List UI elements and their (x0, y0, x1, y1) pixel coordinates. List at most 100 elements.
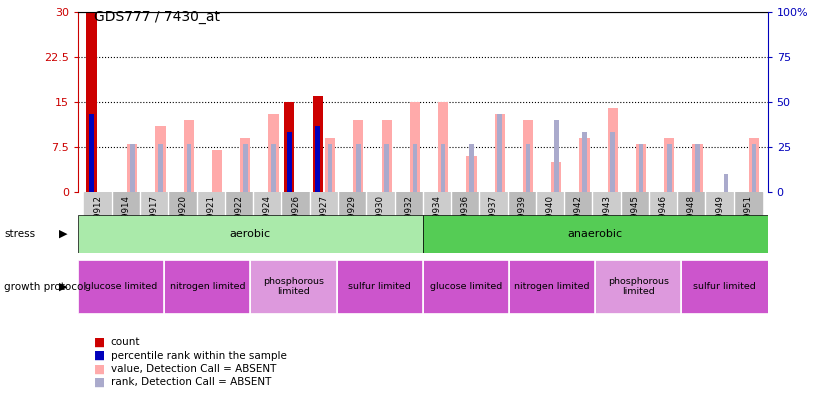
Bar (366, 192, 395, 251)
Bar (328, 144, 333, 192)
Bar (337, 260, 423, 313)
Text: GSM29945: GSM29945 (631, 195, 640, 242)
Text: GDS777 / 7430_at: GDS777 / 7430_at (94, 10, 220, 24)
Bar (423, 215, 768, 253)
Bar (469, 144, 474, 192)
Bar (353, 120, 364, 192)
Bar (695, 144, 699, 192)
Bar (310, 192, 338, 251)
Text: ▶: ▶ (59, 229, 67, 239)
Bar (621, 192, 649, 251)
Bar (243, 144, 248, 192)
Text: GSM29940: GSM29940 (545, 195, 554, 242)
Bar (313, 96, 323, 192)
Text: sulfur limited: sulfur limited (693, 282, 756, 291)
Text: ■: ■ (94, 349, 106, 362)
Bar (466, 156, 476, 192)
Text: GSM29921: GSM29921 (206, 195, 215, 242)
Bar (89, 114, 94, 192)
Bar (595, 260, 681, 313)
Bar (268, 114, 278, 192)
Text: anaerobic: anaerobic (567, 229, 623, 239)
Text: ▶: ▶ (59, 281, 67, 292)
Bar (140, 192, 168, 251)
Bar (168, 192, 197, 251)
Bar (410, 102, 420, 192)
Bar (184, 120, 194, 192)
Text: stress: stress (4, 229, 35, 239)
Bar (212, 150, 222, 192)
Bar (395, 192, 423, 251)
Bar (636, 144, 646, 192)
Bar (580, 139, 589, 192)
Bar (564, 192, 593, 251)
Bar (253, 192, 282, 251)
Text: GSM29946: GSM29946 (658, 195, 667, 242)
Bar (664, 139, 674, 192)
Bar (155, 126, 166, 192)
Bar (241, 139, 250, 192)
Bar (86, 12, 97, 192)
Text: ■: ■ (94, 336, 106, 349)
Bar (271, 144, 276, 192)
Text: sulfur limited: sulfur limited (348, 282, 411, 291)
Bar (582, 132, 587, 192)
Bar (536, 192, 564, 251)
Bar (551, 162, 562, 192)
Text: GSM29930: GSM29930 (376, 195, 385, 242)
Text: GSM29917: GSM29917 (149, 195, 158, 242)
Bar (554, 120, 558, 192)
Text: percentile rank within the sample: percentile rank within the sample (111, 351, 287, 360)
Text: GSM29922: GSM29922 (235, 195, 244, 242)
Bar (158, 144, 163, 192)
Text: growth protocol: growth protocol (4, 281, 86, 292)
Text: GSM29937: GSM29937 (489, 195, 498, 242)
Bar (382, 120, 392, 192)
Text: phosphorous
limited: phosphorous limited (263, 277, 324, 296)
Bar (84, 192, 112, 251)
Bar (127, 144, 137, 192)
Bar (78, 215, 423, 253)
Bar (523, 120, 533, 192)
Text: aerobic: aerobic (230, 229, 271, 239)
Text: GSM29948: GSM29948 (687, 195, 696, 242)
Text: GSM29949: GSM29949 (715, 195, 724, 242)
Bar (130, 144, 135, 192)
Bar (438, 102, 448, 192)
Bar (413, 144, 417, 192)
Text: count: count (111, 337, 140, 347)
Text: nitrogen limited: nitrogen limited (515, 282, 589, 291)
Bar (723, 175, 728, 192)
Text: GSM29936: GSM29936 (461, 195, 470, 242)
Bar (705, 192, 734, 251)
Text: GSM29927: GSM29927 (319, 195, 328, 242)
Bar (250, 260, 337, 313)
Bar (325, 139, 335, 192)
Bar (479, 192, 507, 251)
Text: glucose limited: glucose limited (429, 282, 502, 291)
Bar (441, 144, 446, 192)
Bar (681, 260, 768, 313)
Text: GSM29939: GSM29939 (517, 195, 526, 242)
Bar (186, 144, 191, 192)
Text: GSM29934: GSM29934 (433, 195, 442, 242)
Bar (356, 144, 360, 192)
Bar (611, 132, 615, 192)
Text: GSM29912: GSM29912 (94, 195, 103, 242)
Bar (525, 144, 530, 192)
Text: ■: ■ (94, 376, 106, 389)
Text: GSM29929: GSM29929 (347, 195, 356, 242)
Bar (451, 192, 479, 251)
Bar (384, 144, 389, 192)
Text: GSM29942: GSM29942 (574, 195, 583, 242)
Text: value, Detection Call = ABSENT: value, Detection Call = ABSENT (111, 364, 276, 374)
Bar (78, 260, 164, 313)
Bar (282, 192, 310, 251)
Bar (749, 139, 759, 192)
Bar (197, 192, 225, 251)
Bar (225, 192, 253, 251)
Text: GSM29920: GSM29920 (178, 195, 187, 242)
Text: ■: ■ (94, 362, 106, 375)
Text: nitrogen limited: nitrogen limited (170, 282, 245, 291)
Text: rank, Detection Call = ABSENT: rank, Detection Call = ABSENT (111, 377, 271, 387)
